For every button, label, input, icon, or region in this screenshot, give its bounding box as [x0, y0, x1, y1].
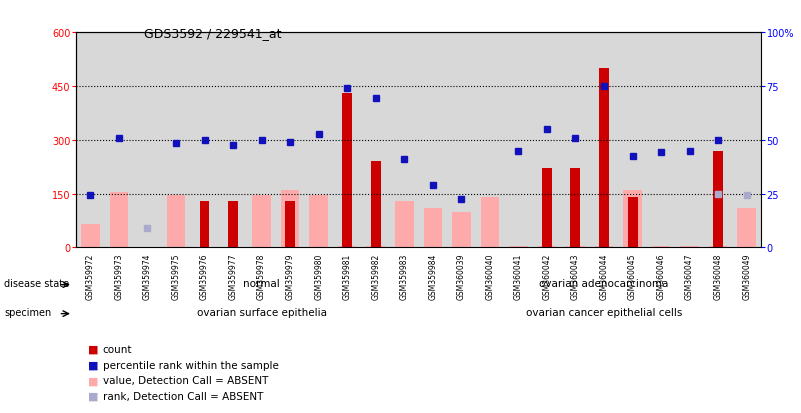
Text: value, Detection Call = ABSENT: value, Detection Call = ABSENT [103, 375, 268, 385]
Bar [537, 246, 556, 248]
Text: ■: ■ [88, 344, 99, 354]
Bar [504, 33, 533, 248]
Bar [333, 33, 361, 248]
Bar [476, 33, 504, 248]
Bar [191, 33, 219, 248]
Bar [623, 190, 642, 248]
Bar [627, 198, 638, 248]
Bar [248, 33, 276, 248]
Bar [447, 33, 476, 248]
Bar [675, 33, 704, 248]
Bar [228, 201, 238, 248]
Bar [566, 246, 585, 248]
Bar [105, 33, 133, 248]
Bar [281, 190, 300, 248]
Text: disease state: disease state [4, 278, 69, 288]
Bar [713, 151, 723, 248]
Bar [371, 162, 380, 248]
Bar [570, 169, 581, 248]
Text: count: count [103, 344, 132, 354]
Bar [361, 33, 390, 248]
Text: rank, Detection Call = ABSENT: rank, Detection Call = ABSENT [103, 391, 263, 401]
Bar [594, 246, 614, 248]
Bar [418, 33, 447, 248]
Text: ovarian surface epithelia: ovarian surface epithelia [196, 307, 327, 317]
Bar [481, 198, 499, 248]
Text: ovarian cancer epithelial cells: ovarian cancer epithelial cells [525, 307, 682, 317]
Text: specimen: specimen [4, 307, 51, 317]
Bar [590, 33, 618, 248]
Text: ■: ■ [88, 375, 99, 385]
Text: ovarian adenocarcinoma: ovarian adenocarcinoma [539, 278, 669, 288]
Bar [252, 196, 271, 248]
Bar [542, 169, 552, 248]
Bar [276, 33, 304, 248]
Bar [680, 246, 699, 248]
Bar [704, 33, 732, 248]
Bar [133, 33, 162, 248]
Text: ■: ■ [88, 360, 99, 370]
Bar [533, 33, 562, 248]
Bar [599, 69, 609, 248]
Bar [76, 33, 105, 248]
Bar [646, 33, 675, 248]
Text: normal: normal [244, 278, 280, 288]
Bar [167, 196, 185, 248]
Text: ■: ■ [88, 391, 99, 401]
Bar [338, 246, 356, 248]
Bar [509, 246, 528, 248]
Bar [562, 33, 590, 248]
Bar [738, 209, 756, 248]
Text: percentile rank within the sample: percentile rank within the sample [103, 360, 279, 370]
Bar [110, 192, 128, 248]
Bar [732, 33, 761, 248]
Bar [285, 201, 295, 248]
Bar [424, 209, 442, 248]
Bar [199, 201, 210, 248]
Bar [618, 33, 646, 248]
Text: GDS3592 / 229541_at: GDS3592 / 229541_at [144, 27, 282, 40]
Bar [366, 246, 385, 248]
Bar [395, 201, 413, 248]
Bar [309, 196, 328, 248]
Bar [81, 225, 99, 248]
Bar [390, 33, 418, 248]
Bar [219, 33, 248, 248]
Bar [452, 212, 471, 248]
Bar [162, 33, 190, 248]
Bar [342, 94, 352, 248]
Bar [304, 33, 333, 248]
Bar [652, 246, 670, 248]
Bar [709, 246, 727, 248]
